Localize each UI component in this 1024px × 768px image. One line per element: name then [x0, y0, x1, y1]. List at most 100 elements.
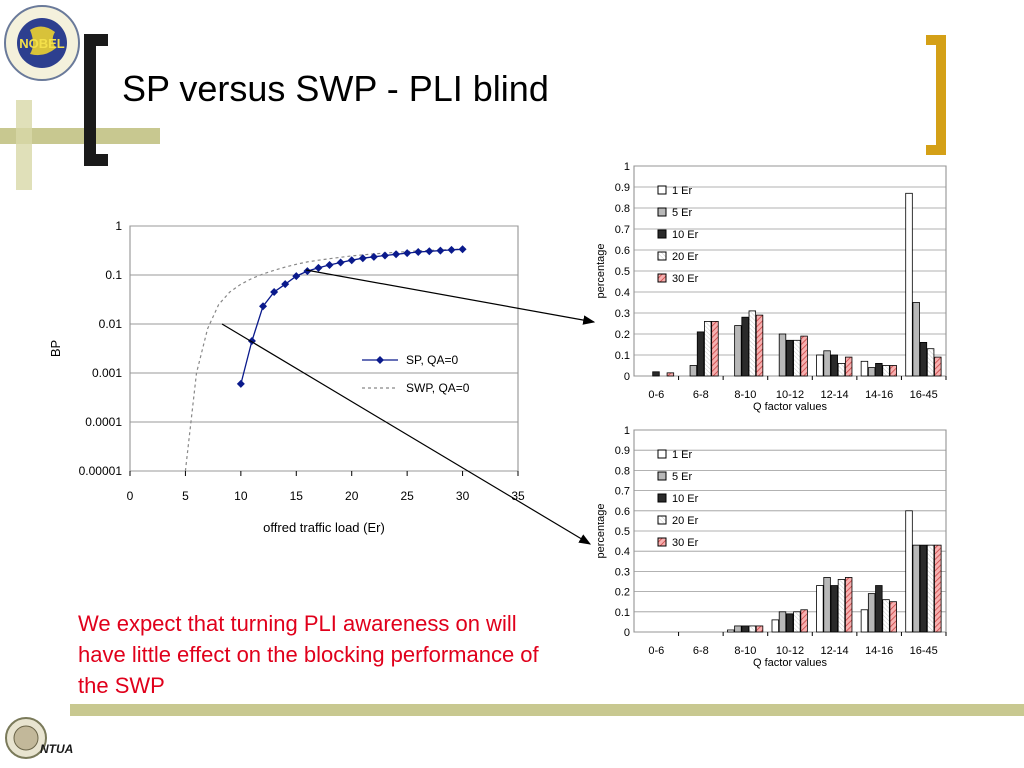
y-tick-label: 0.01 — [99, 317, 123, 331]
bar — [778, 333, 787, 377]
y-tick-label: 0.7 — [615, 224, 630, 236]
y-tick-label: 0.8 — [615, 203, 630, 215]
sp-point — [325, 260, 334, 269]
left-bracket — [84, 34, 108, 166]
legend-swatch — [657, 493, 667, 503]
bar — [905, 510, 913, 633]
bar — [912, 544, 920, 633]
sp-point — [414, 247, 423, 256]
bar — [844, 577, 853, 633]
legend-swatch — [657, 185, 667, 195]
bar — [696, 331, 705, 377]
sp-point — [347, 256, 356, 265]
right-bracket — [926, 35, 946, 155]
y-tick-label: 0.1 — [105, 268, 122, 282]
y-tick-label: 0.4 — [615, 287, 630, 299]
bar — [867, 367, 876, 377]
bar — [823, 577, 831, 633]
sp-point — [259, 302, 268, 311]
bar — [919, 341, 928, 377]
x-tick-label: 10 — [234, 489, 248, 503]
bar — [778, 611, 787, 633]
bar — [755, 314, 764, 377]
y-tick-label: 0.5 — [615, 266, 630, 278]
bar — [823, 350, 831, 377]
svg-text:NOBEL: NOBEL — [19, 36, 65, 51]
x-tick-label: 12-14 — [821, 645, 849, 657]
bar — [830, 354, 838, 377]
y-axis-label: BP — [48, 340, 63, 357]
bar — [755, 625, 764, 633]
x-tick-label: 14-16 — [865, 389, 893, 401]
y-tick-label: 0 — [624, 627, 630, 639]
bar — [800, 609, 808, 633]
bar — [793, 339, 801, 377]
slide-note: We expect that turning PLI awareness on … — [78, 611, 539, 698]
bar — [934, 544, 942, 633]
x-tick-label: 5 — [182, 489, 189, 503]
y-tick-label: 1 — [624, 161, 630, 173]
y-tick-label: 0 — [624, 371, 630, 383]
legend-swatch — [657, 471, 667, 481]
y-tick-label: 0.1 — [615, 607, 630, 619]
ntua-logo — [5, 717, 47, 759]
bar — [741, 625, 749, 633]
bar — [741, 316, 749, 377]
y-tick-label: 0.00001 — [79, 464, 123, 478]
bar — [934, 356, 942, 377]
x-tick-label: 10-12 — [776, 389, 804, 401]
bar — [785, 613, 794, 633]
sp-point — [458, 245, 467, 254]
x-tick-label: 6-8 — [693, 645, 709, 657]
sp-point — [392, 250, 401, 259]
bar — [652, 371, 660, 377]
bar — [785, 339, 794, 377]
legend-label-sp: SP, QA=0 — [406, 353, 458, 367]
nobel-logo: NOBEL — [4, 5, 80, 81]
y-tick-label: 0.9 — [615, 445, 630, 457]
bar — [771, 619, 779, 633]
y-tick-label: 0.3 — [615, 308, 630, 320]
q-histogram-top: 0 0.1 0.2 0.3 0.4 0.5 0.6 0.7 0.8 0.9 1 0-6 6-8 8-10 1… — [595, 161, 947, 413]
bar — [748, 625, 757, 633]
x-tick-label: 16-45 — [910, 389, 938, 401]
legend-label: 5 Er — [672, 207, 693, 219]
legend-swatch — [657, 515, 667, 525]
y-tick-label: 0.6 — [615, 245, 630, 257]
sp-point — [447, 245, 456, 254]
accent-bar-left — [0, 128, 160, 144]
bar — [830, 585, 838, 633]
x-tick-label: 25 — [400, 489, 414, 503]
y-tick-label: 1 — [624, 425, 630, 437]
legend-label: 30 Er — [672, 537, 699, 549]
x-tick-label: 8-10 — [734, 645, 756, 657]
sp-point — [270, 287, 279, 296]
x-tick-label: 0 — [127, 489, 134, 503]
x-tick-label: 8-10 — [734, 389, 756, 401]
legend-label: 30 Er — [672, 273, 699, 285]
y-tick-label: 0.7 — [615, 486, 630, 498]
x-tick-label: 10-12 — [776, 645, 804, 657]
plot-area — [129, 225, 519, 472]
legend-label: 10 Er — [672, 229, 699, 241]
bar — [860, 609, 869, 633]
accent-bar-bottom — [70, 704, 1024, 716]
x-tick-label: 14-16 — [865, 645, 893, 657]
bar — [875, 585, 883, 633]
bar — [666, 372, 675, 377]
sp-point — [358, 254, 367, 263]
x-axis-label: Q factor values — [753, 657, 827, 669]
legend-label: 20 Er — [672, 515, 699, 527]
y-tick-label: 0.001 — [92, 366, 122, 380]
x-tick-label: 35 — [511, 489, 525, 503]
x-tick-label: 6-8 — [693, 389, 709, 401]
legend-label: 20 Er — [672, 251, 699, 263]
x-tick-label: 15 — [290, 489, 304, 503]
bar — [816, 354, 824, 377]
ntua-label: NTUA — [40, 742, 74, 756]
bar — [748, 310, 757, 377]
legend-label-swp: SWP, QA=0 — [406, 381, 470, 395]
sp-point — [380, 251, 389, 260]
legend-swatch — [657, 273, 667, 283]
bar — [889, 601, 897, 633]
